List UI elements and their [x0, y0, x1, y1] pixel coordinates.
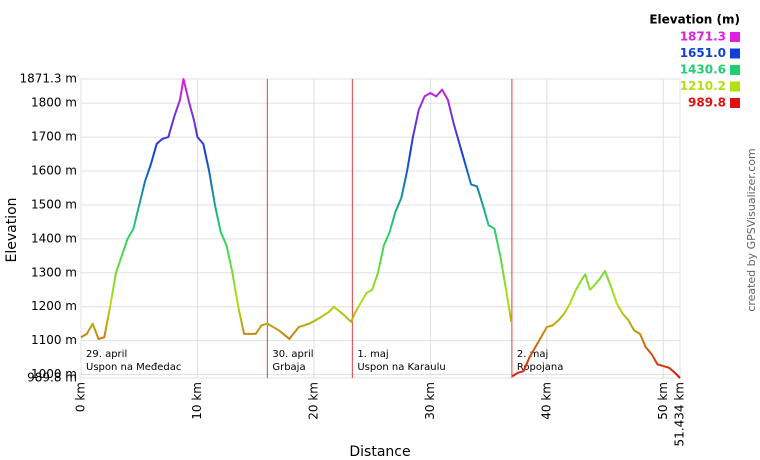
- segment-date: 1. maj: [357, 349, 388, 360]
- legend-swatch: [730, 32, 740, 42]
- x-tick-label: 0 km: [74, 382, 88, 412]
- legend-label: 1651.0: [680, 46, 726, 60]
- legend-label: 1210.2: [680, 79, 726, 93]
- segment-name: Uspon na Karaulu: [357, 362, 445, 373]
- y-tick-label: 1300 m: [31, 265, 77, 279]
- x-tick-label: 30 km: [423, 382, 437, 420]
- y-tick-label: 1871.3 m: [20, 72, 78, 86]
- segment-name: Uspon na Međedac: [86, 362, 181, 373]
- y-tick-label: 989.8 m: [27, 371, 77, 385]
- plot-frame: [80, 78, 681, 379]
- x-tick-label: 50 km: [656, 382, 670, 420]
- x-tick-label: 40 km: [539, 382, 553, 420]
- segment-name: Grbaja: [272, 362, 305, 373]
- y-tick-label: 1800 m: [31, 96, 77, 110]
- x-tick-label: 20 km: [306, 382, 320, 420]
- elevation-line: [80, 78, 681, 379]
- credit: created by GPSVisualizer.com: [745, 148, 758, 311]
- legend-label: 1430.6: [680, 63, 726, 77]
- segment-date: 29. april: [86, 349, 127, 360]
- x-axis-label: Distance: [349, 444, 410, 460]
- y-tick-label: 1700 m: [31, 130, 77, 144]
- legend-title: Elevation (m): [649, 13, 740, 27]
- y-axis-label: Elevation: [4, 197, 20, 262]
- legend-swatch: [730, 98, 740, 108]
- legend-label: 989.8: [688, 96, 726, 110]
- x-tick-label: 51.434 km: [673, 382, 687, 446]
- y-tick-label: 1500 m: [31, 197, 77, 211]
- legend-label: 1871.3: [680, 30, 726, 44]
- legend-swatch: [730, 81, 740, 92]
- y-tick-label: 1000 m: [31, 367, 77, 381]
- y-tick-label: 1200 m: [31, 299, 77, 313]
- segment-date: 2. maj: [517, 349, 548, 360]
- legend-swatch: [730, 48, 740, 59]
- y-tick-label: 1400 m: [31, 231, 77, 245]
- x-tick-label: 10 km: [190, 382, 204, 420]
- y-tick-label: 1600 m: [31, 164, 77, 178]
- y-tick-label: 1100 m: [31, 333, 77, 347]
- segment-date: 30. april: [272, 349, 313, 360]
- segment-name: Ropojana: [517, 362, 563, 373]
- legend-swatch: [730, 65, 740, 75]
